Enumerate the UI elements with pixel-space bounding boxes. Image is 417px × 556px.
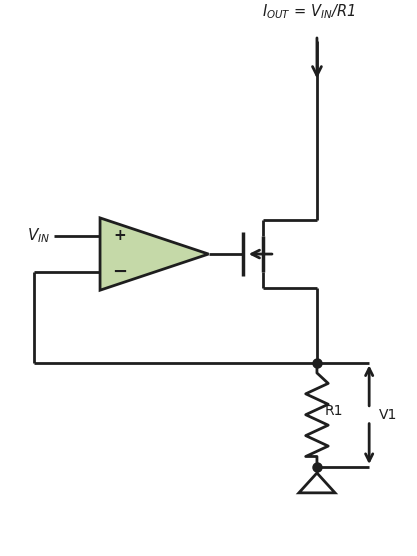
Polygon shape bbox=[100, 218, 208, 290]
Text: +: + bbox=[114, 229, 126, 244]
Text: $V_{IN}$: $V_{IN}$ bbox=[27, 227, 50, 245]
Text: V1: V1 bbox=[379, 408, 397, 421]
Polygon shape bbox=[299, 473, 335, 493]
Text: −: − bbox=[113, 263, 128, 281]
Text: R1: R1 bbox=[324, 404, 343, 418]
Text: $I_{OUT}$ = $V_{IN}$/R1: $I_{OUT}$ = $V_{IN}$/R1 bbox=[262, 2, 356, 21]
